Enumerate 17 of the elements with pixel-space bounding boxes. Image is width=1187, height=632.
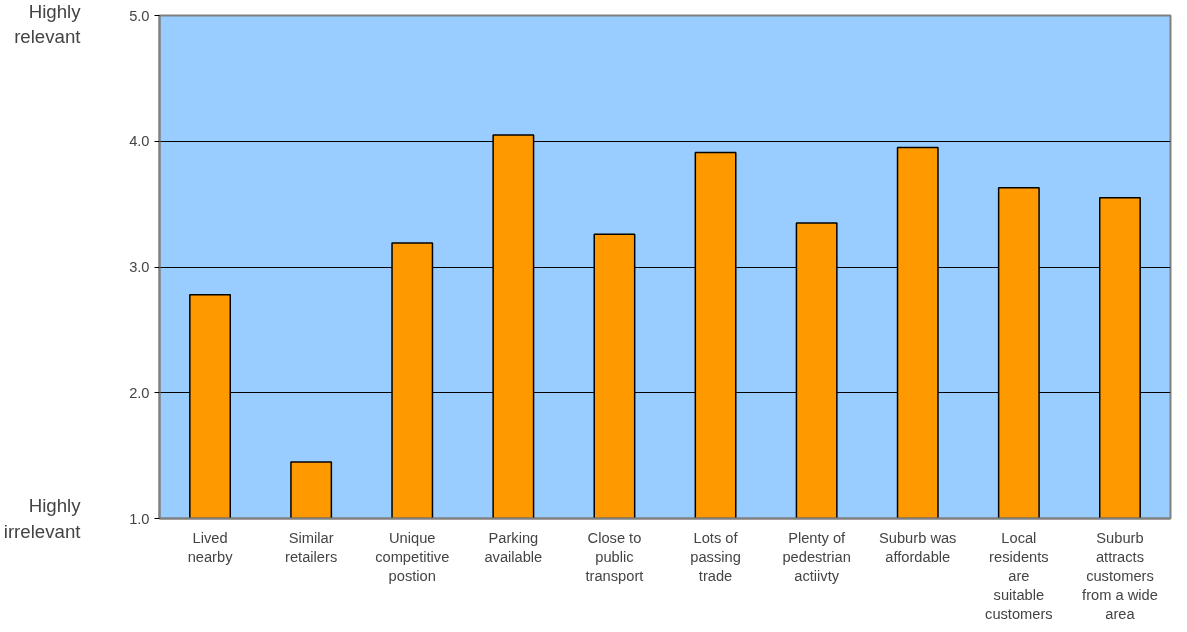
x-tick-label: Similar retailers	[285, 529, 338, 565]
x-tick-label: Lived nearby	[187, 529, 234, 565]
y-tick-label: 1.0	[129, 510, 150, 527]
x-tick-label: Plenty of pedestrian actiivty	[782, 529, 851, 584]
y-tick-label: 4.0	[129, 133, 150, 150]
x-tick-label: Close to public transport	[585, 529, 644, 584]
x-tick-label: Local residents are suitable customers	[985, 529, 1053, 623]
x-tick-label: Parking available	[484, 529, 543, 565]
text: Highly irrelevant	[3, 495, 82, 542]
x-tick-label: Unique competitive postion	[375, 529, 450, 584]
text: Highly relevant	[14, 0, 82, 47]
x-tick-label: Suburb attracts customers from a wide area	[1082, 529, 1158, 623]
x-tick-label: Suburb was affordable	[879, 529, 957, 565]
y-tick-label: 3.0	[129, 259, 150, 275]
x-tick-label: Lots of passing trade	[690, 529, 741, 584]
y-tick-label: 5.0	[129, 7, 150, 24]
y-tick-label: 2.0	[129, 384, 150, 401]
